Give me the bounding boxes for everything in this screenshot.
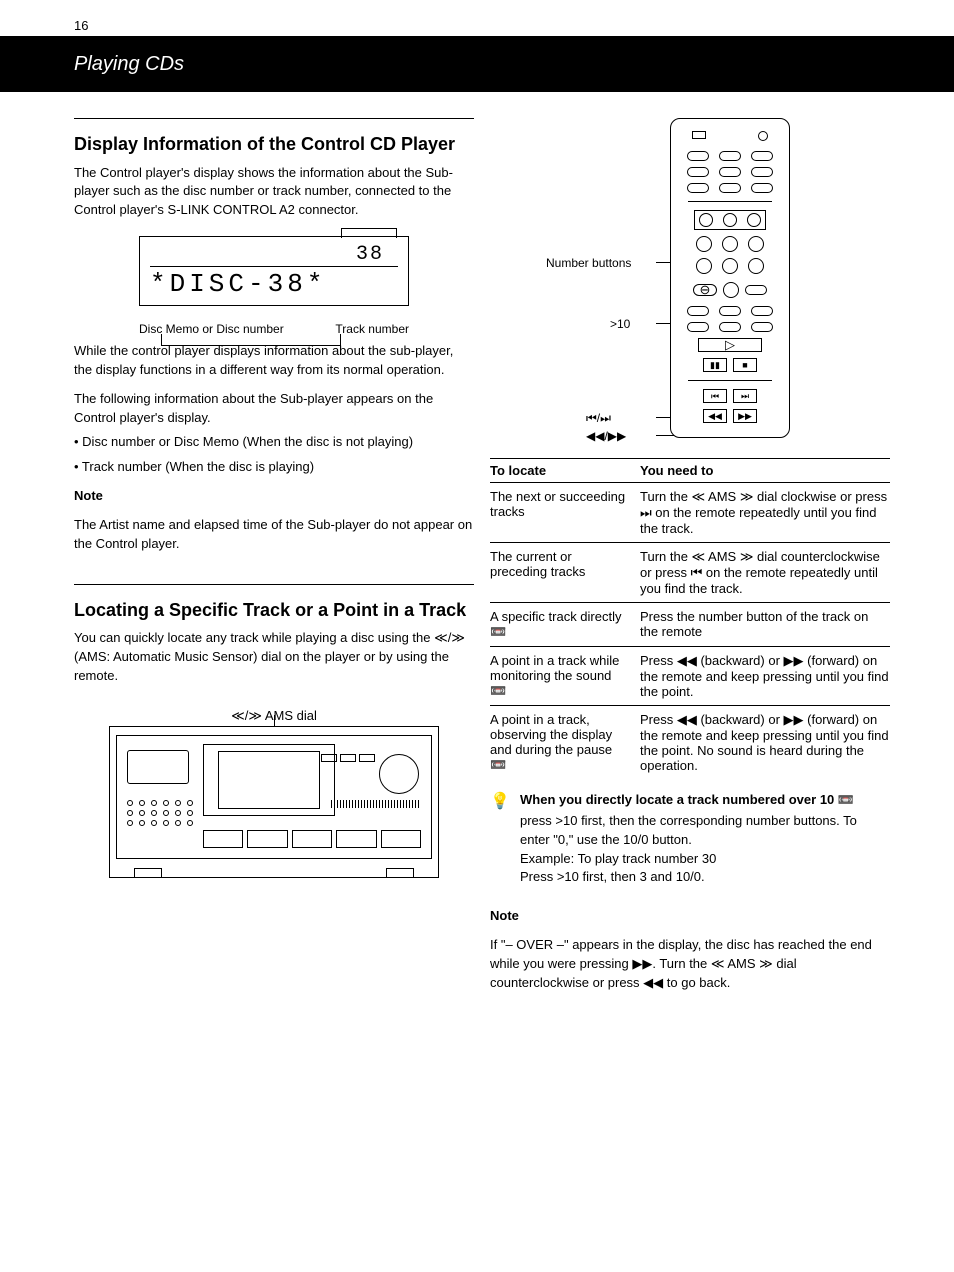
lcd-top-value: 38 [150, 243, 398, 267]
cd-player-illustration: ≪/≫ AMS dial [74, 708, 474, 878]
tip-body: press >10 first, then the corresponding … [520, 812, 890, 887]
remote-illustration: Number buttons >10 ⏮/⏭ ◀◀/▶▶ ⊖ ▷ ▮▮■ ⏮⏭ [670, 118, 820, 438]
table-cell: Press the number button of the track on … [640, 609, 890, 639]
lcd-illustration: 38 *DISC-38* Disc Memo or Disc number Tr… [139, 236, 409, 336]
sec1-paragraph-1: The Control player's display shows the i… [74, 164, 474, 221]
table-cell: Press ◀◀ (backward) or ▶▶ (forward) on t… [640, 712, 890, 773]
table-row: A point in a track, observing the displa… [490, 706, 890, 779]
note-label: Note [490, 907, 890, 926]
table-cell: A point in a track while monitoring the … [490, 653, 640, 699]
right-column: Number buttons >10 ⏮/⏭ ◀◀/▶▶ ⊖ ▷ ▮▮■ ⏮⏭ [490, 118, 890, 1003]
remote-label-numbers: Number buttons [546, 256, 631, 270]
header-title: Playing CDs [74, 53, 184, 76]
sec1-paragraph-2: While the control player displays inform… [74, 342, 474, 380]
left-column: Display Information of the Control CD Pl… [74, 118, 474, 878]
lcd-label-right: Track number [335, 322, 409, 336]
table-row: A point in a track while monitoring the … [490, 647, 890, 706]
remote-label-skip: ⏮/⏭ [586, 411, 611, 426]
remote-label-gt10: >10 [610, 317, 630, 331]
lcd-main-value: *DISC-38* [150, 267, 398, 301]
table-cell: The current or preceding tracks [490, 549, 640, 579]
table-row: The next or succeeding tracks Turn the ≪… [490, 483, 890, 543]
sec2-paragraph-1: You can quickly locate any track while p… [74, 629, 474, 686]
section-title-locating: Locating a Specific Track or a Point in … [74, 599, 474, 622]
table-cell: Turn the ≪ AMS ≫ dial counterclockwise o… [640, 549, 890, 596]
sec1-note-label: Note [74, 487, 474, 506]
locate-table: To locate You need to The next or succee… [490, 458, 890, 779]
table-cell: A specific track directly 📼 [490, 609, 640, 640]
sec1-note-body: The Artist name and elapsed time of the … [74, 516, 474, 554]
page-number: 16 [74, 18, 88, 33]
table-cell: A point in a track, observing the displa… [490, 712, 640, 773]
table-cell: The next or succeeding tracks [490, 489, 640, 519]
tip-block: 💡 When you directly locate a track numbe… [490, 791, 890, 897]
header-bar: Playing CDs [0, 36, 954, 92]
table-header-1: To locate [490, 463, 640, 478]
note-body: If "– OVER –" appears in the display, th… [490, 936, 890, 993]
table-row: The current or preceding tracks Turn the… [490, 543, 890, 603]
table-cell: Press ◀◀ (backward) or ▶▶ (forward) on t… [640, 653, 890, 699]
table-cell: Turn the ≪ AMS ≫ dial clockwise or press… [640, 489, 890, 536]
sec1-li-2: • Track number (When the disc is playing… [74, 458, 474, 477]
section-title-display-info: Display Information of the Control CD Pl… [74, 133, 474, 156]
remote-label-seek: ◀◀/▶▶ [586, 429, 626, 443]
table-header-2: You need to [640, 463, 713, 478]
sec1-li-1: • Disc number or Disc Memo (When the dis… [74, 433, 474, 452]
table-row: A specific track directly 📼 Press the nu… [490, 603, 890, 647]
tip-heading: When you directly locate a track numbere… [520, 791, 890, 810]
lightbulb-icon: 💡 [490, 791, 510, 897]
sec1-paragraph-3-lead: The following information about the Sub-… [74, 390, 474, 428]
